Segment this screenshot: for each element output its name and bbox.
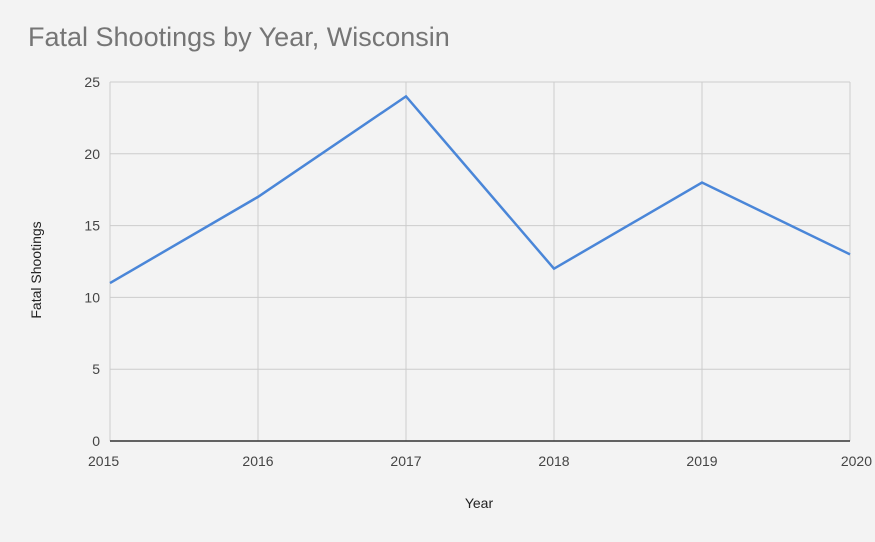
x-tick-label: 2019 [686, 453, 717, 469]
y-axis-title: Fatal Shootings [28, 221, 44, 318]
series-line [109, 94, 851, 285]
y-tick-label: 25 [84, 74, 100, 90]
chart-title: Fatal Shootings by Year, Wisconsin [28, 22, 450, 52]
x-axis-title: Year [465, 495, 494, 511]
series-layer [109, 94, 851, 285]
y-tick-labels: 0 5 10 15 20 25 [84, 74, 100, 449]
x-tick-label: 2015 [88, 453, 119, 469]
grid-layer [109, 81, 851, 442]
y-tick-label: 20 [84, 146, 100, 162]
y-tick-label: 0 [92, 433, 100, 449]
x-tick-label: 2020 [841, 453, 872, 469]
y-tick-label: 5 [92, 361, 100, 377]
x-tick-labels: 2015 2016 2017 2018 2019 2020 [88, 453, 872, 469]
x-tick-label: 2016 [242, 453, 273, 469]
y-tick-label: 10 [84, 289, 100, 305]
x-tick-label: 2018 [538, 453, 569, 469]
x-tick-label: 2017 [390, 453, 421, 469]
y-tick-label: 15 [84, 218, 100, 234]
